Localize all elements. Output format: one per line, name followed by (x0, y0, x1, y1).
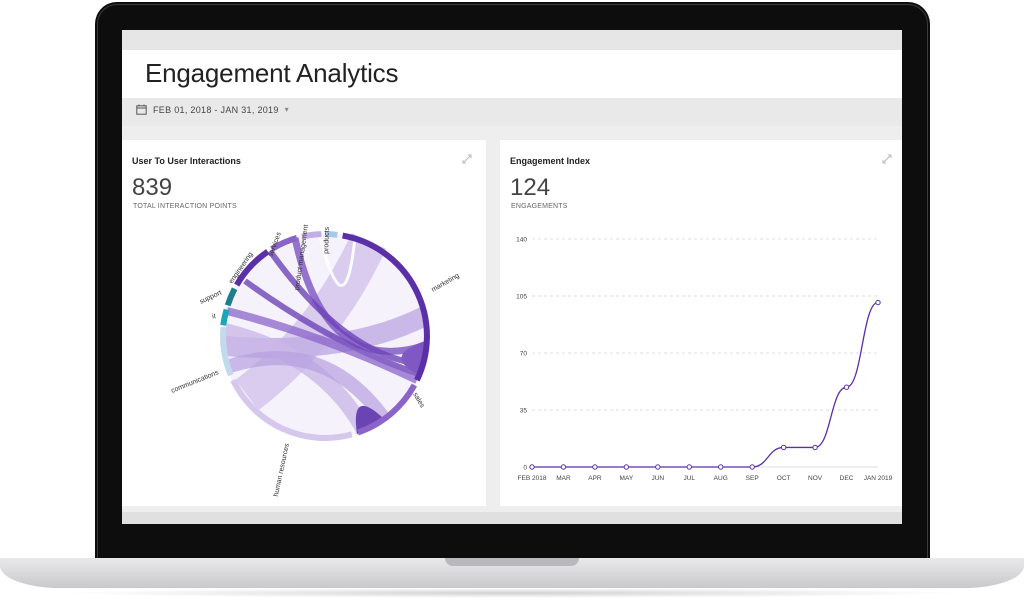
calendar-icon (136, 104, 147, 115)
x-tick-label: APR (588, 475, 602, 482)
data-point (875, 299, 881, 306)
engagement-label: ENGAGEMENTS (511, 203, 568, 210)
x-tick-label: MAY (620, 475, 634, 482)
series-line (532, 301, 879, 468)
label-marketing: marketing (431, 272, 461, 293)
arc-support (224, 287, 238, 307)
x-tick-label: JUN (651, 475, 664, 482)
label-products: products (323, 226, 331, 254)
data-point (592, 464, 598, 470)
y-tick-label: 105 (516, 294, 527, 301)
engagement-total: 124 (510, 174, 551, 201)
interactions-total: 839 (132, 174, 173, 201)
app-screen: Engagement Analytics FEB 01, 2018 - JAN … (122, 30, 902, 524)
data-point (529, 464, 535, 470)
chevron-down-icon: ▾ (284, 105, 289, 114)
data-point (812, 444, 818, 451)
engagement-card: Engagement Index 124 ENGAGEMENTS 140 105 7… (500, 140, 902, 506)
filter-bar: FEB 01, 2018 - JAN 31, 2019 ▾ (122, 98, 902, 126)
arc-services (270, 235, 298, 252)
arc-communications (220, 326, 234, 377)
label-human-resources: human resources (273, 442, 291, 497)
laptop-shadow (60, 588, 964, 598)
x-tick-label: AUG (714, 475, 728, 482)
x-tick-label: OCT (777, 475, 791, 482)
bottom-bar (122, 512, 902, 524)
x-tick-label: JAN 2019 (864, 475, 893, 482)
top-strip (122, 30, 902, 50)
engagement-title: Engagement Index (510, 156, 591, 166)
arc-it (220, 308, 230, 326)
chord-sales-self (355, 405, 385, 434)
date-range-filter[interactable]: FEB 01, 2018 - JAN 31, 2019 ▾ (136, 104, 289, 115)
x-tick-label: MAR (556, 475, 571, 482)
data-point (623, 464, 630, 470)
arc-human-resources (230, 378, 353, 441)
data-point (780, 444, 787, 451)
label-it: it (212, 313, 217, 321)
x-tick-label: FEB 2018 (518, 475, 547, 482)
data-point (560, 464, 567, 470)
engagement-line-chart: 140 105 70 35 0 FEB 2018 MAR APR MAY JUN JUL AUG SEP… (516, 237, 893, 483)
interactions-label: TOTAL INTERACTION POINTS (133, 203, 237, 210)
y-tick-label: 70 (520, 351, 528, 358)
chord-sales-hr (227, 351, 391, 425)
date-range-label: FEB 01, 2018 - JAN 31, 2019 (153, 104, 279, 115)
data-point (843, 384, 850, 390)
data-point (655, 464, 661, 470)
arc-product-management (301, 231, 322, 240)
x-tick-label: SEP (746, 475, 759, 482)
x-tick-label: NOV (808, 475, 823, 482)
expand-icon[interactable] (882, 154, 892, 164)
y-tick-label: 0 (523, 465, 527, 472)
x-tick-label: DEC (840, 475, 854, 482)
arc-products (324, 231, 338, 238)
data-point (686, 464, 692, 470)
page-header: Engagement Analytics (122, 50, 902, 98)
label-communications: communications (170, 369, 220, 395)
chord-marketing-services (291, 237, 425, 355)
laptop-notch (445, 558, 579, 566)
chord-product-management (317, 232, 357, 287)
label-sales: sales (411, 392, 425, 410)
interactions-card: User To User Interactions 839 TOTAL INTE… (122, 140, 486, 506)
page-title: Engagement Analytics (145, 58, 399, 88)
data-point (718, 464, 724, 470)
interactions-title: User To User Interactions (132, 156, 241, 166)
x-tick-label: JUL (683, 475, 695, 482)
chord-marketing-support (243, 278, 420, 377)
arc-marketing (342, 232, 430, 382)
chord-marketing-it (226, 307, 419, 384)
arc-engineering (234, 249, 270, 287)
data-point (749, 464, 755, 470)
arc-sales (357, 383, 418, 436)
y-tick-label: 35 (520, 408, 528, 415)
chord-diagram: marketing sales human resources communic… (170, 224, 461, 497)
label-support: support (199, 289, 223, 305)
y-tick-label: 140 (516, 237, 527, 244)
expand-icon[interactable] (462, 154, 472, 164)
